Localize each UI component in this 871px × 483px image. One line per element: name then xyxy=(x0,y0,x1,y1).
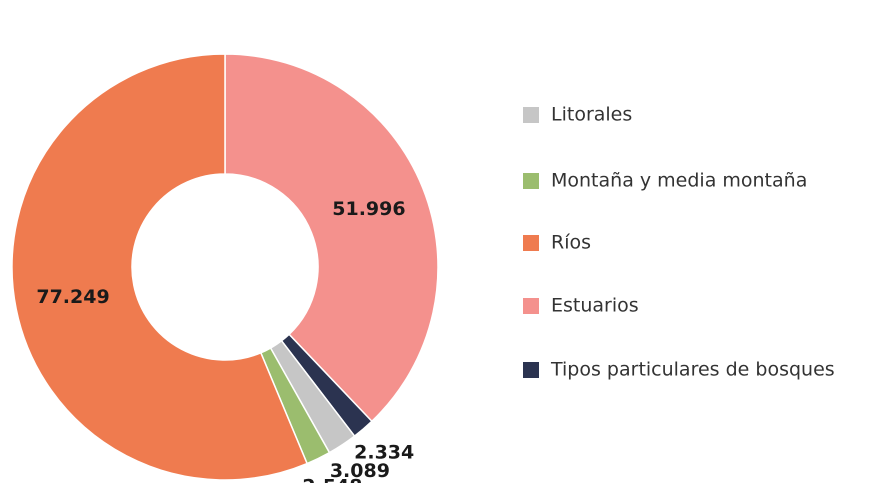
legend-label: Litorales xyxy=(551,104,632,126)
legend-label: Montaña y media montaña xyxy=(551,170,807,192)
donut-slice xyxy=(224,53,439,423)
data-label: 51.996 xyxy=(332,198,405,220)
legend-swatch xyxy=(523,298,539,314)
donut-slice xyxy=(11,53,309,481)
legend-label: Ríos xyxy=(551,232,591,254)
legend-swatch xyxy=(523,173,539,189)
legend-label: Tipos particulares de bosques xyxy=(550,359,835,381)
legend-swatch xyxy=(523,362,539,378)
legend-swatch xyxy=(523,235,539,251)
data-label: 77.249 xyxy=(36,286,109,308)
legend-label: Estuarios xyxy=(551,295,639,317)
data-label: 2.334 xyxy=(354,442,414,464)
legend-swatch xyxy=(523,107,539,123)
data-label: 2.548 xyxy=(302,476,362,483)
data-label: 3.089 xyxy=(330,460,390,482)
